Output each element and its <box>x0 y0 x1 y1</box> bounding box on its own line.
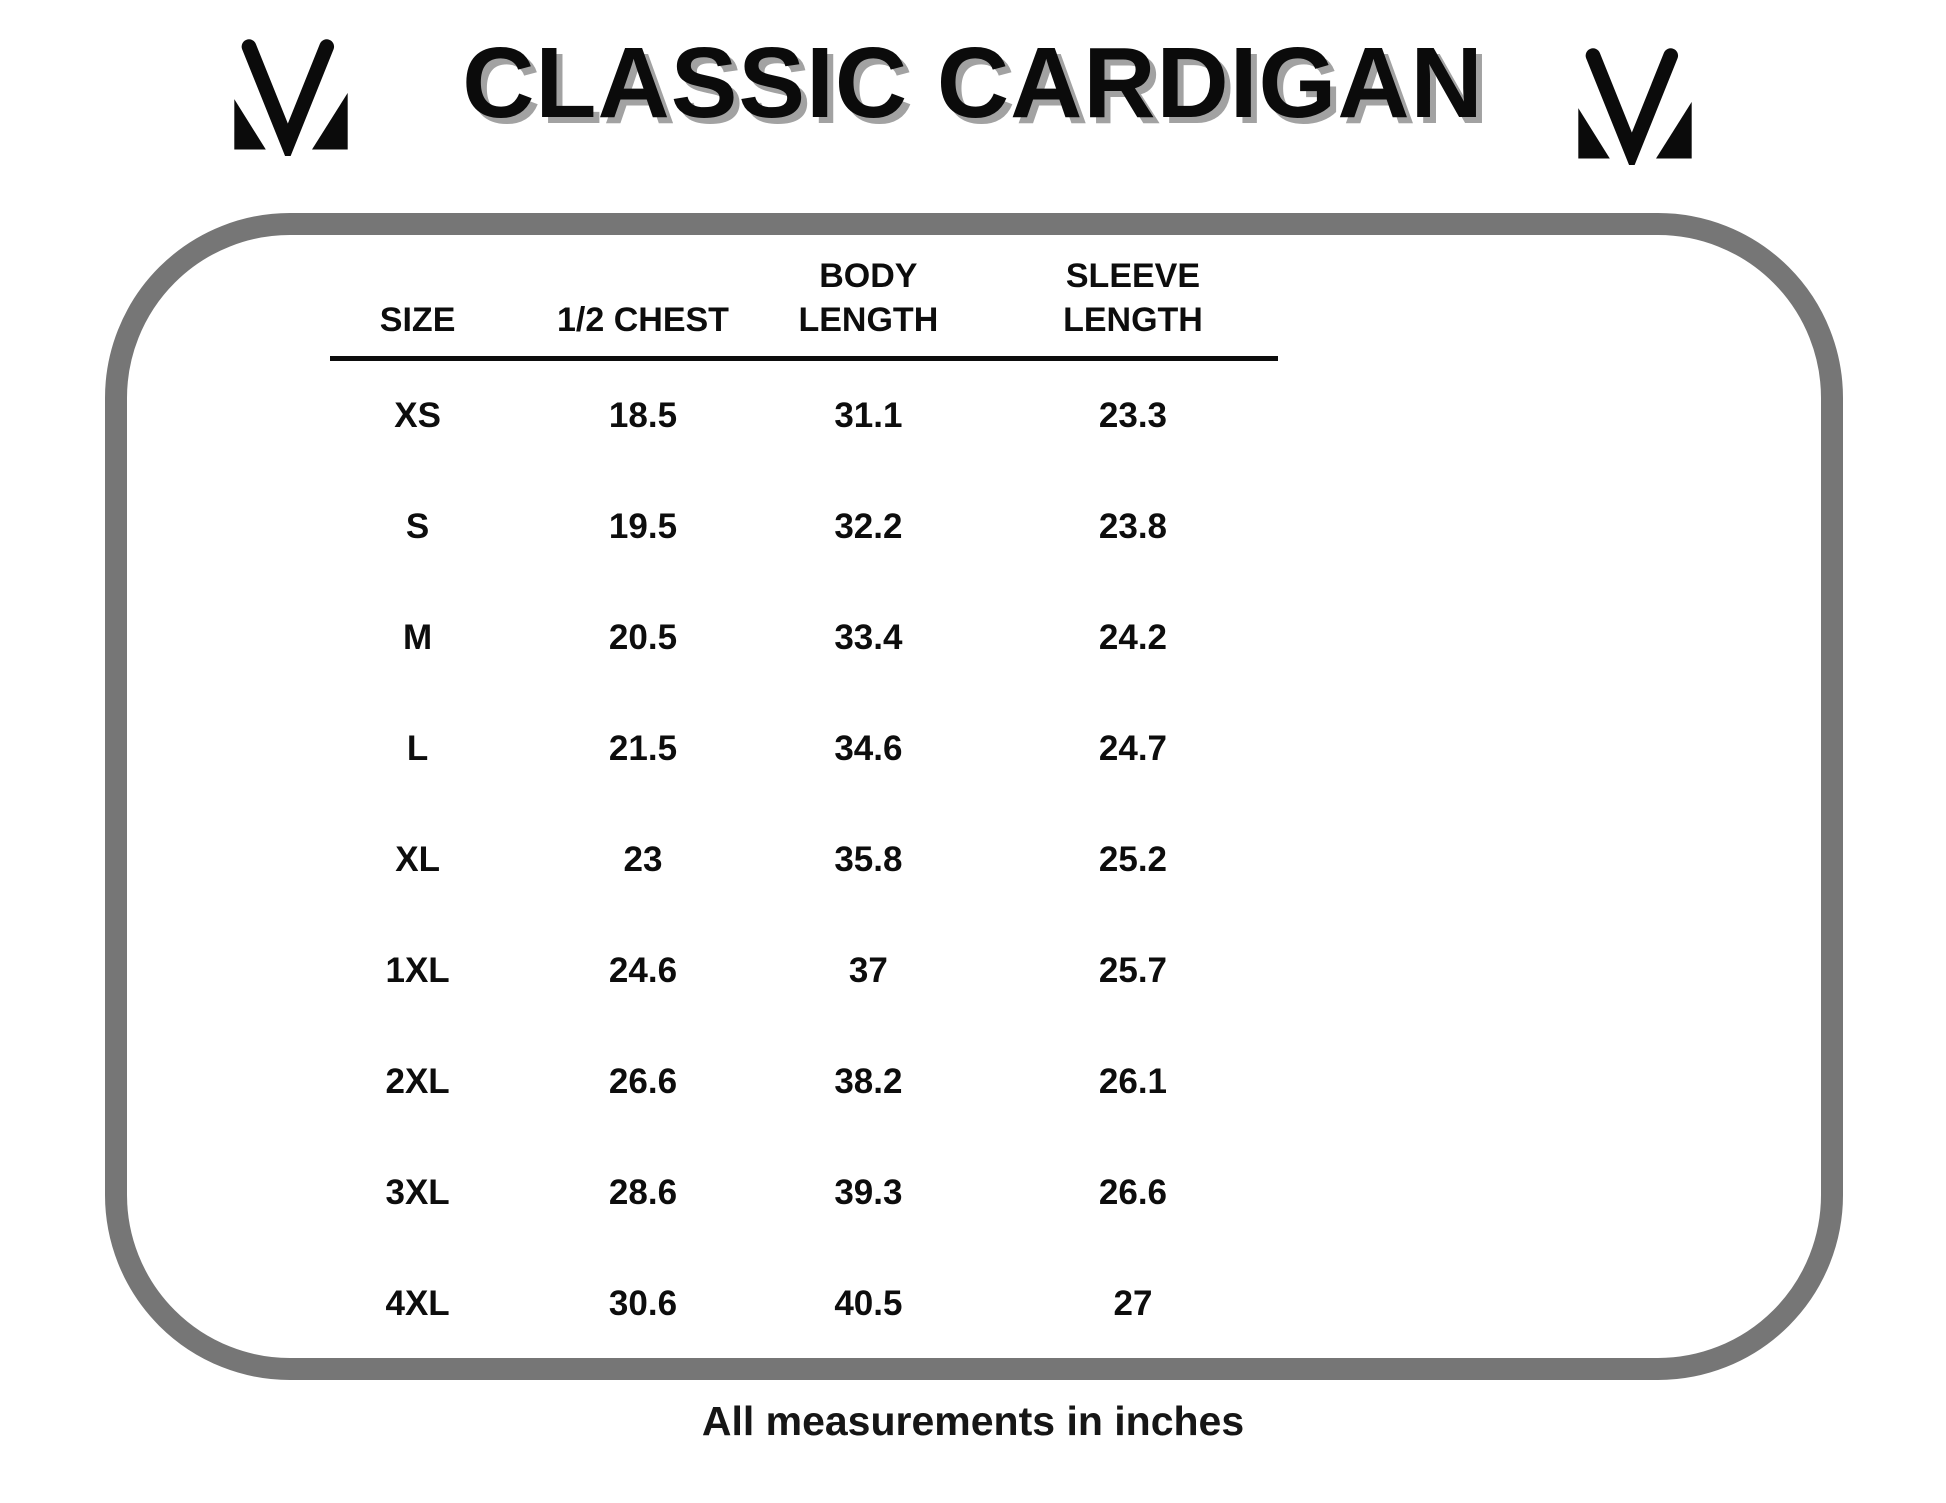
measurement-cell: 27 <box>1113 1283 1153 1323</box>
measurement-cell: 30.6 <box>608 1283 678 1323</box>
page-title: CLASSIC CARDIGAN <box>462 27 1484 139</box>
table-row: M 20.5 33.4 24.2 <box>300 582 1280 693</box>
measurement-cell: 20.5 <box>608 617 678 657</box>
measurement-cell: 23.8 <box>1098 506 1168 546</box>
chart-frame <box>105 213 1843 1380</box>
size-cell: M <box>403 617 433 657</box>
measurement-note: All measurements in inches <box>701 1398 1245 1444</box>
measurement-cell: 18.5 <box>608 395 678 435</box>
measurement-cell: 34.6 <box>834 728 903 768</box>
column-header: 1/2 CHEST <box>557 300 729 339</box>
measurement-cell: 24.7 <box>1098 728 1168 768</box>
size-cell: L <box>406 728 429 768</box>
measurement-cell: 26.6 <box>608 1061 678 1101</box>
size-cell: 3XL <box>385 1172 450 1212</box>
measurement-cell: 23.3 <box>1098 395 1168 435</box>
size-cell: 4XL <box>385 1283 450 1323</box>
table-row: XS 18.5 31.1 23.3 <box>300 360 1280 471</box>
column-header: BODY LENGTH <box>798 256 939 339</box>
measurement-cell: 25.7 <box>1098 950 1168 990</box>
size-cell: 1XL <box>385 950 450 990</box>
measurement-cell: 24.2 <box>1098 617 1168 657</box>
table-header-row: SIZE 1/2 CHEST BODY LENGTH SLEEVE LENGTH <box>300 250 1280 342</box>
size-cell: S <box>405 506 430 546</box>
table-body: XS 18.5 31.1 23.3 S 19.5 32.2 23.8 M 20.5 33.4 24.2… <box>300 360 1280 1359</box>
table-row: S 19.5 32.2 23.8 <box>300 471 1280 582</box>
table-row: XL 23 35.8 25.2 <box>300 804 1280 915</box>
size-cell: XS <box>394 395 441 435</box>
table-row: 1XL 24.6 37 25.7 <box>300 915 1280 1026</box>
measurement-cell: 38.2 <box>834 1061 903 1101</box>
measurement-cell: 26.1 <box>1098 1061 1168 1101</box>
table-row: 3XL 28.6 39.3 26.6 <box>300 1137 1280 1248</box>
measurement-cell: 31.1 <box>834 395 903 435</box>
measurement-cell: 19.5 <box>608 506 678 546</box>
table-row: 4XL 30.6 40.5 27 <box>300 1248 1280 1359</box>
measurement-cell: 28.6 <box>608 1172 678 1212</box>
column-header: SLEEVE LENGTH <box>1063 256 1203 339</box>
header-divider <box>330 356 1278 361</box>
measurement-cell: 26.6 <box>1098 1172 1168 1212</box>
measurement-cell: 23 <box>623 839 663 879</box>
measurement-cell: 39.3 <box>834 1172 903 1212</box>
column-header: SIZE <box>379 300 456 339</box>
measurement-cell: 37 <box>848 950 888 990</box>
mv-monogram-icon <box>1578 48 1692 165</box>
size-cell: XL <box>395 839 440 879</box>
measurement-cell: 35.8 <box>834 839 903 879</box>
measurement-cell: 24.6 <box>608 950 678 990</box>
measurement-cell: 32.2 <box>834 506 903 546</box>
size-cell: 2XL <box>385 1061 450 1101</box>
table-row: L 21.5 34.6 24.7 <box>300 693 1280 804</box>
table-row: 2XL 26.6 38.2 26.1 <box>300 1026 1280 1137</box>
measurement-cell: 40.5 <box>834 1283 903 1323</box>
measurement-cell: 21.5 <box>608 728 678 768</box>
mv-monogram-icon <box>234 39 348 156</box>
measurement-cell: 25.2 <box>1098 839 1168 879</box>
measurement-cell: 33.4 <box>834 617 903 657</box>
